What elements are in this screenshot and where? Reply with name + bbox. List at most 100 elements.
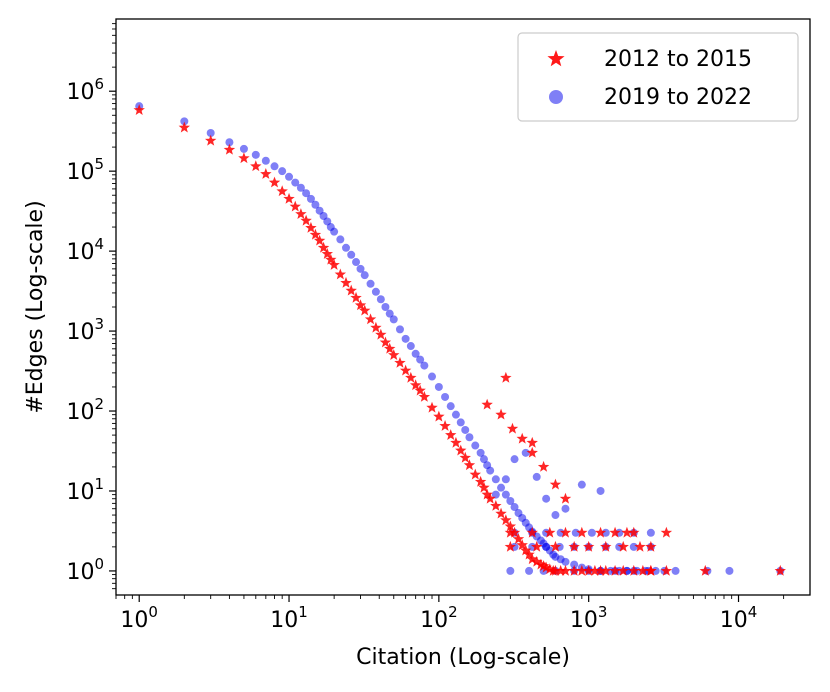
data-point-circle	[239, 144, 248, 153]
data-point-circle	[206, 129, 215, 138]
data-point-star	[204, 134, 217, 146]
data-point-star	[600, 540, 612, 552]
data-point-star	[317, 241, 330, 253]
y-tick-label: 105	[66, 155, 104, 185]
data-point-star	[321, 248, 333, 259]
data-point-star	[178, 121, 191, 133]
data-point-star	[445, 429, 457, 440]
data-point-star	[495, 507, 507, 519]
y-tick-label: 101	[66, 475, 104, 505]
data-point-star	[621, 526, 633, 538]
data-point-star	[537, 560, 550, 571]
data-point-star	[540, 561, 552, 573]
data-point-star	[455, 444, 467, 456]
data-point-circle	[561, 557, 570, 566]
data-point-star	[582, 540, 595, 552]
data-point-circle	[385, 309, 394, 318]
data-point-star	[313, 234, 326, 246]
data-point-star	[418, 390, 431, 402]
data-point-star	[238, 152, 250, 164]
data-point-star	[289, 200, 301, 212]
data-point-star	[531, 540, 543, 552]
data-point-star	[526, 526, 538, 538]
data-point-star	[504, 520, 517, 532]
data-point-star	[399, 364, 412, 376]
data-point-circle	[428, 372, 437, 381]
data-point-star	[276, 185, 288, 197]
data-point-star	[535, 558, 547, 570]
data-point-circle	[420, 361, 429, 370]
data-points	[133, 102, 786, 576]
data-point-star	[334, 268, 347, 280]
data-point-star	[568, 540, 580, 552]
x-tick-label: 104	[720, 603, 758, 633]
data-point-star	[350, 291, 362, 303]
data-point-star	[439, 419, 451, 431]
data-point-circle	[261, 156, 270, 165]
data-point-star	[309, 228, 322, 240]
x-tick-label: 100	[120, 603, 158, 633]
data-point-star	[549, 478, 562, 490]
data-point-circle	[510, 455, 519, 464]
data-point-star	[359, 304, 371, 316]
data-point-star	[370, 321, 382, 333]
data-point-circle	[571, 528, 580, 537]
data-point-circle	[461, 425, 470, 434]
data-point-circle	[311, 200, 320, 209]
data-point-star	[523, 548, 535, 560]
data-point-star	[414, 384, 426, 396]
data-point-circle	[556, 528, 565, 537]
data-point-star	[609, 526, 621, 538]
y-tick-label: 104	[66, 235, 104, 265]
data-point-circle	[561, 504, 570, 513]
data-point-star	[576, 564, 588, 576]
data-point-circle	[577, 480, 586, 489]
data-point-circle	[479, 455, 488, 464]
data-point-star	[463, 459, 476, 471]
data-point-star	[537, 460, 550, 472]
data-point-star	[305, 221, 317, 233]
data-point-circle	[501, 490, 510, 499]
data-point-circle	[465, 433, 474, 442]
legend-marker-circle-icon	[549, 90, 563, 104]
y-tick-label: 102	[66, 395, 104, 425]
data-point-star	[506, 422, 519, 434]
data-point-star	[405, 371, 417, 383]
data-point-star	[354, 299, 367, 311]
data-point-star	[600, 564, 612, 576]
data-point-star	[526, 553, 538, 565]
data-point-star	[531, 555, 543, 567]
legend: 2012 to 2015 2019 to 2022	[517, 32, 799, 122]
data-point-star	[379, 336, 392, 348]
data-point-star	[544, 563, 556, 575]
data-point-star	[609, 564, 621, 576]
legend-marker-star-icon	[547, 50, 565, 67]
data-point-circle	[225, 138, 234, 147]
data-point-circle	[347, 250, 356, 259]
data-point-star	[364, 313, 377, 325]
data-point-circle	[601, 528, 610, 537]
legend-label-2012-2015: 2012 to 2015	[604, 47, 752, 72]
data-point-circle	[416, 355, 425, 364]
data-point-circle	[376, 295, 385, 304]
data-point-star	[516, 432, 528, 444]
data-point-circle	[352, 258, 361, 267]
data-point-circle	[542, 494, 551, 503]
data-point-circle	[491, 475, 500, 484]
data-point-star	[478, 481, 490, 493]
data-point-star	[512, 533, 525, 544]
data-point-star	[554, 564, 567, 576]
data-point-star	[589, 564, 601, 576]
data-point-circle	[330, 227, 339, 236]
data-point-star	[594, 526, 607, 538]
data-point-star	[450, 436, 462, 448]
x-tick-label: 102	[420, 603, 458, 633]
data-point-circle	[434, 382, 443, 391]
data-point-circle	[651, 566, 660, 575]
data-point-star	[637, 564, 649, 576]
data-point-star	[495, 408, 507, 420]
data-point-circle	[476, 448, 485, 457]
data-point-circle	[570, 560, 579, 569]
data-point-circle	[336, 235, 345, 244]
data-point-circle	[506, 566, 515, 575]
